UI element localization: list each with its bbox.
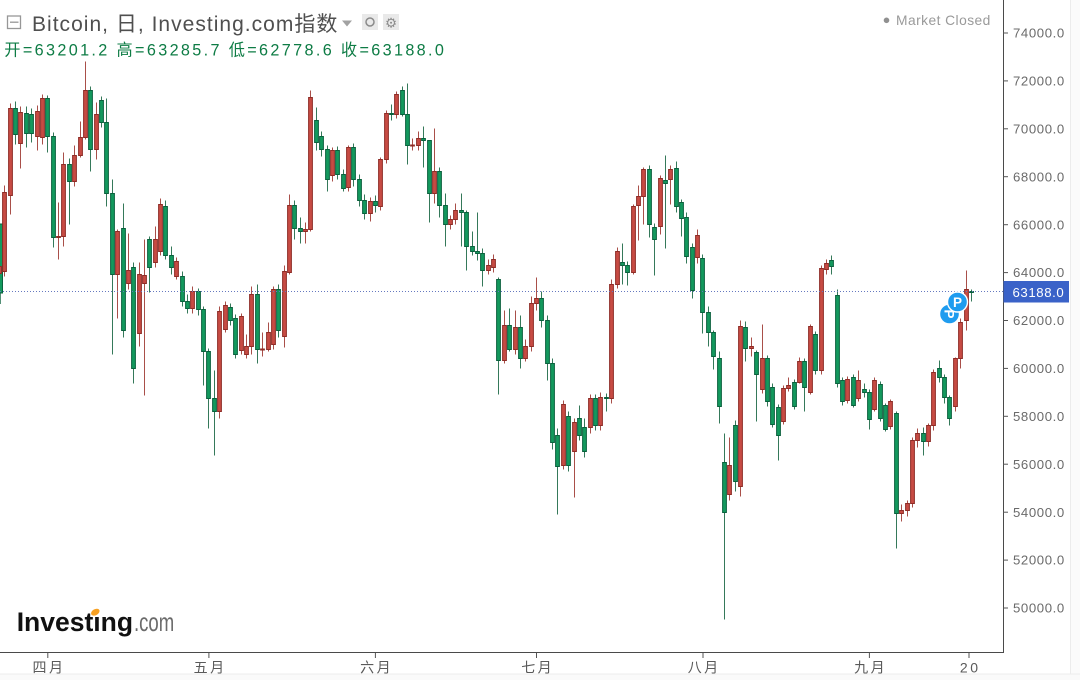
svg-text:八月: 八月 — [688, 660, 721, 676]
svg-text:72000.0: 72000.0 — [1013, 74, 1065, 89]
svg-text:62000.0: 62000.0 — [1013, 313, 1065, 328]
svg-text:.com: .com — [134, 609, 174, 637]
svg-text:64000.0: 64000.0 — [1013, 265, 1065, 280]
svg-text:六月: 六月 — [360, 660, 393, 676]
svg-text:58000.0: 58000.0 — [1013, 409, 1065, 424]
svg-text:66000.0: 66000.0 — [1013, 217, 1065, 232]
svg-text:Bitcoin, 日, Investing.com指数: Bitcoin, 日, Investing.com指数 — [32, 13, 338, 36]
svg-text:P: P — [953, 295, 962, 310]
svg-text:54000.0: 54000.0 — [1013, 505, 1065, 520]
svg-text:开=63201.2 高=63285.7 低=62778.6: 开=63201.2 高=63285.7 低=62778.6 收=63188.0 — [4, 41, 444, 59]
svg-text:五月: 五月 — [194, 660, 227, 676]
svg-text:20: 20 — [960, 660, 981, 676]
svg-text:60000.0: 60000.0 — [1013, 361, 1065, 376]
svg-text:50000.0: 50000.0 — [1013, 601, 1065, 616]
svg-text:52000.0: 52000.0 — [1013, 553, 1065, 568]
svg-text:Investıng: Investıng — [17, 607, 133, 637]
svg-text:63188.0: 63188.0 — [1013, 285, 1065, 300]
svg-text:⚙: ⚙ — [385, 16, 397, 31]
svg-text:九月: 九月 — [854, 660, 887, 676]
svg-text:56000.0: 56000.0 — [1013, 457, 1065, 472]
svg-text:Market Closed: Market Closed — [896, 13, 991, 28]
svg-text:四月: 四月 — [33, 660, 66, 676]
svg-text:七月: 七月 — [521, 660, 554, 676]
svg-text:68000.0: 68000.0 — [1013, 169, 1065, 184]
svg-text:P: P — [942, 309, 957, 318]
svg-text:70000.0: 70000.0 — [1013, 121, 1065, 136]
svg-text:74000.0: 74000.0 — [1013, 26, 1065, 41]
